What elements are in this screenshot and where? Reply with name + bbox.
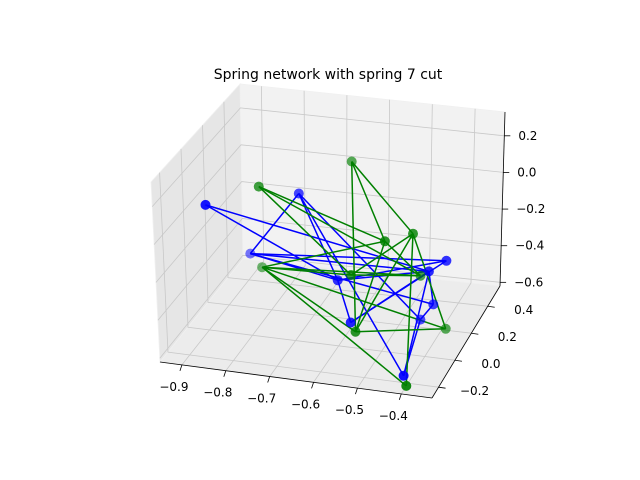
spring-node <box>293 188 304 199</box>
spring-node <box>398 370 409 381</box>
spring-edge <box>351 161 386 242</box>
y-tick-mark <box>487 305 495 308</box>
spring-edge <box>261 266 356 333</box>
x-tick-label: −0.9 <box>159 380 188 394</box>
spring-edge <box>412 233 447 330</box>
x-tick-mark <box>398 393 402 401</box>
chart-title: Spring network with spring 7 cut <box>214 67 443 83</box>
spring-node <box>415 314 426 325</box>
z-axis-line <box>499 111 506 287</box>
x-tick-mark <box>179 364 183 372</box>
y-gridline <box>202 125 472 334</box>
y-tick-label: 0.4 <box>514 303 533 317</box>
y-gridline <box>159 172 439 388</box>
spring-node <box>350 326 361 337</box>
z-gridline <box>155 181 503 283</box>
spring-node <box>379 236 390 247</box>
spring-edge <box>205 204 339 281</box>
x-tick-mark <box>267 376 271 383</box>
spring-node <box>423 266 434 277</box>
z-tick-label: 0.2 <box>518 129 537 143</box>
spring-edge <box>298 193 405 377</box>
spring-edge <box>262 266 421 277</box>
spring-node <box>346 270 356 280</box>
spring-edge <box>351 161 414 235</box>
spring-nodes <box>200 156 452 391</box>
spring-edge <box>298 193 339 281</box>
spring-node <box>401 380 412 391</box>
y-tick-label: −0.2 <box>460 384 489 398</box>
y-tick-label: 0.2 <box>498 330 517 344</box>
spring-node <box>415 270 426 281</box>
spring-edge <box>258 186 352 276</box>
spring-edge <box>250 252 447 262</box>
y-tick-mark <box>438 386 446 389</box>
z-tick-label: 0.0 <box>517 165 536 179</box>
x-axis-line <box>159 361 433 399</box>
x-axis-ticks: −0.9 −0.8 −0.7 −0.6 −0.5 −0.4 <box>159 364 408 423</box>
x-tick-label: −0.8 <box>203 386 232 400</box>
spring-node <box>200 199 211 210</box>
y-tick-mark <box>454 359 462 362</box>
x-gridline <box>400 108 476 395</box>
x-tick-label: −0.4 <box>379 409 408 423</box>
spring-edge <box>262 266 352 276</box>
spring-node <box>257 262 268 273</box>
z-gridline <box>151 107 505 207</box>
spring-node <box>408 228 418 239</box>
spring-edge <box>258 185 386 242</box>
x-tick-label: −0.5 <box>335 403 364 417</box>
z-tick-label: −0.2 <box>516 202 545 216</box>
spring-edge <box>355 328 446 333</box>
spring-node <box>245 248 256 259</box>
y-axis-line <box>431 285 501 399</box>
z-gridline <box>153 144 504 245</box>
x-tick-label: −0.7 <box>247 392 276 406</box>
spring-node <box>346 156 357 167</box>
spring-edge <box>261 266 446 330</box>
spring-node <box>332 275 343 286</box>
spring-edge <box>258 185 421 277</box>
y-gridline <box>180 148 455 361</box>
spring-edge <box>350 274 421 277</box>
x-tick-label: −0.6 <box>291 397 320 411</box>
spring-node <box>428 299 439 310</box>
spring-edge <box>261 266 407 387</box>
spring-node <box>440 323 451 334</box>
z-tick-label: −0.4 <box>515 239 544 253</box>
spring-edge <box>336 279 352 323</box>
z-tick-label: −0.6 <box>514 275 543 289</box>
spring-node <box>345 317 356 328</box>
spring-edge <box>384 240 422 277</box>
axes-lines <box>159 111 506 399</box>
spring-node <box>253 181 264 192</box>
spring-edge <box>405 233 414 386</box>
x-tick-mark <box>355 388 358 395</box>
y-tick-mark <box>471 332 479 335</box>
z-axis-ticks: −0.6 −0.4 −0.2 0.0 0.2 <box>500 129 545 289</box>
x-gridline <box>181 86 265 366</box>
x-gridline <box>225 90 306 371</box>
y-tick-label: 0.0 <box>481 357 500 371</box>
y-axis-ticks: −0.2 0.0 0.2 0.4 <box>438 303 533 398</box>
spring-edge <box>354 233 414 333</box>
spring-edge <box>350 161 357 332</box>
y-gridline <box>223 101 488 307</box>
spring-node <box>441 255 452 266</box>
x-tick-mark <box>311 382 314 389</box>
x-tick-mark <box>223 370 227 377</box>
spring-edge <box>298 192 421 321</box>
spring-edge <box>250 252 429 273</box>
